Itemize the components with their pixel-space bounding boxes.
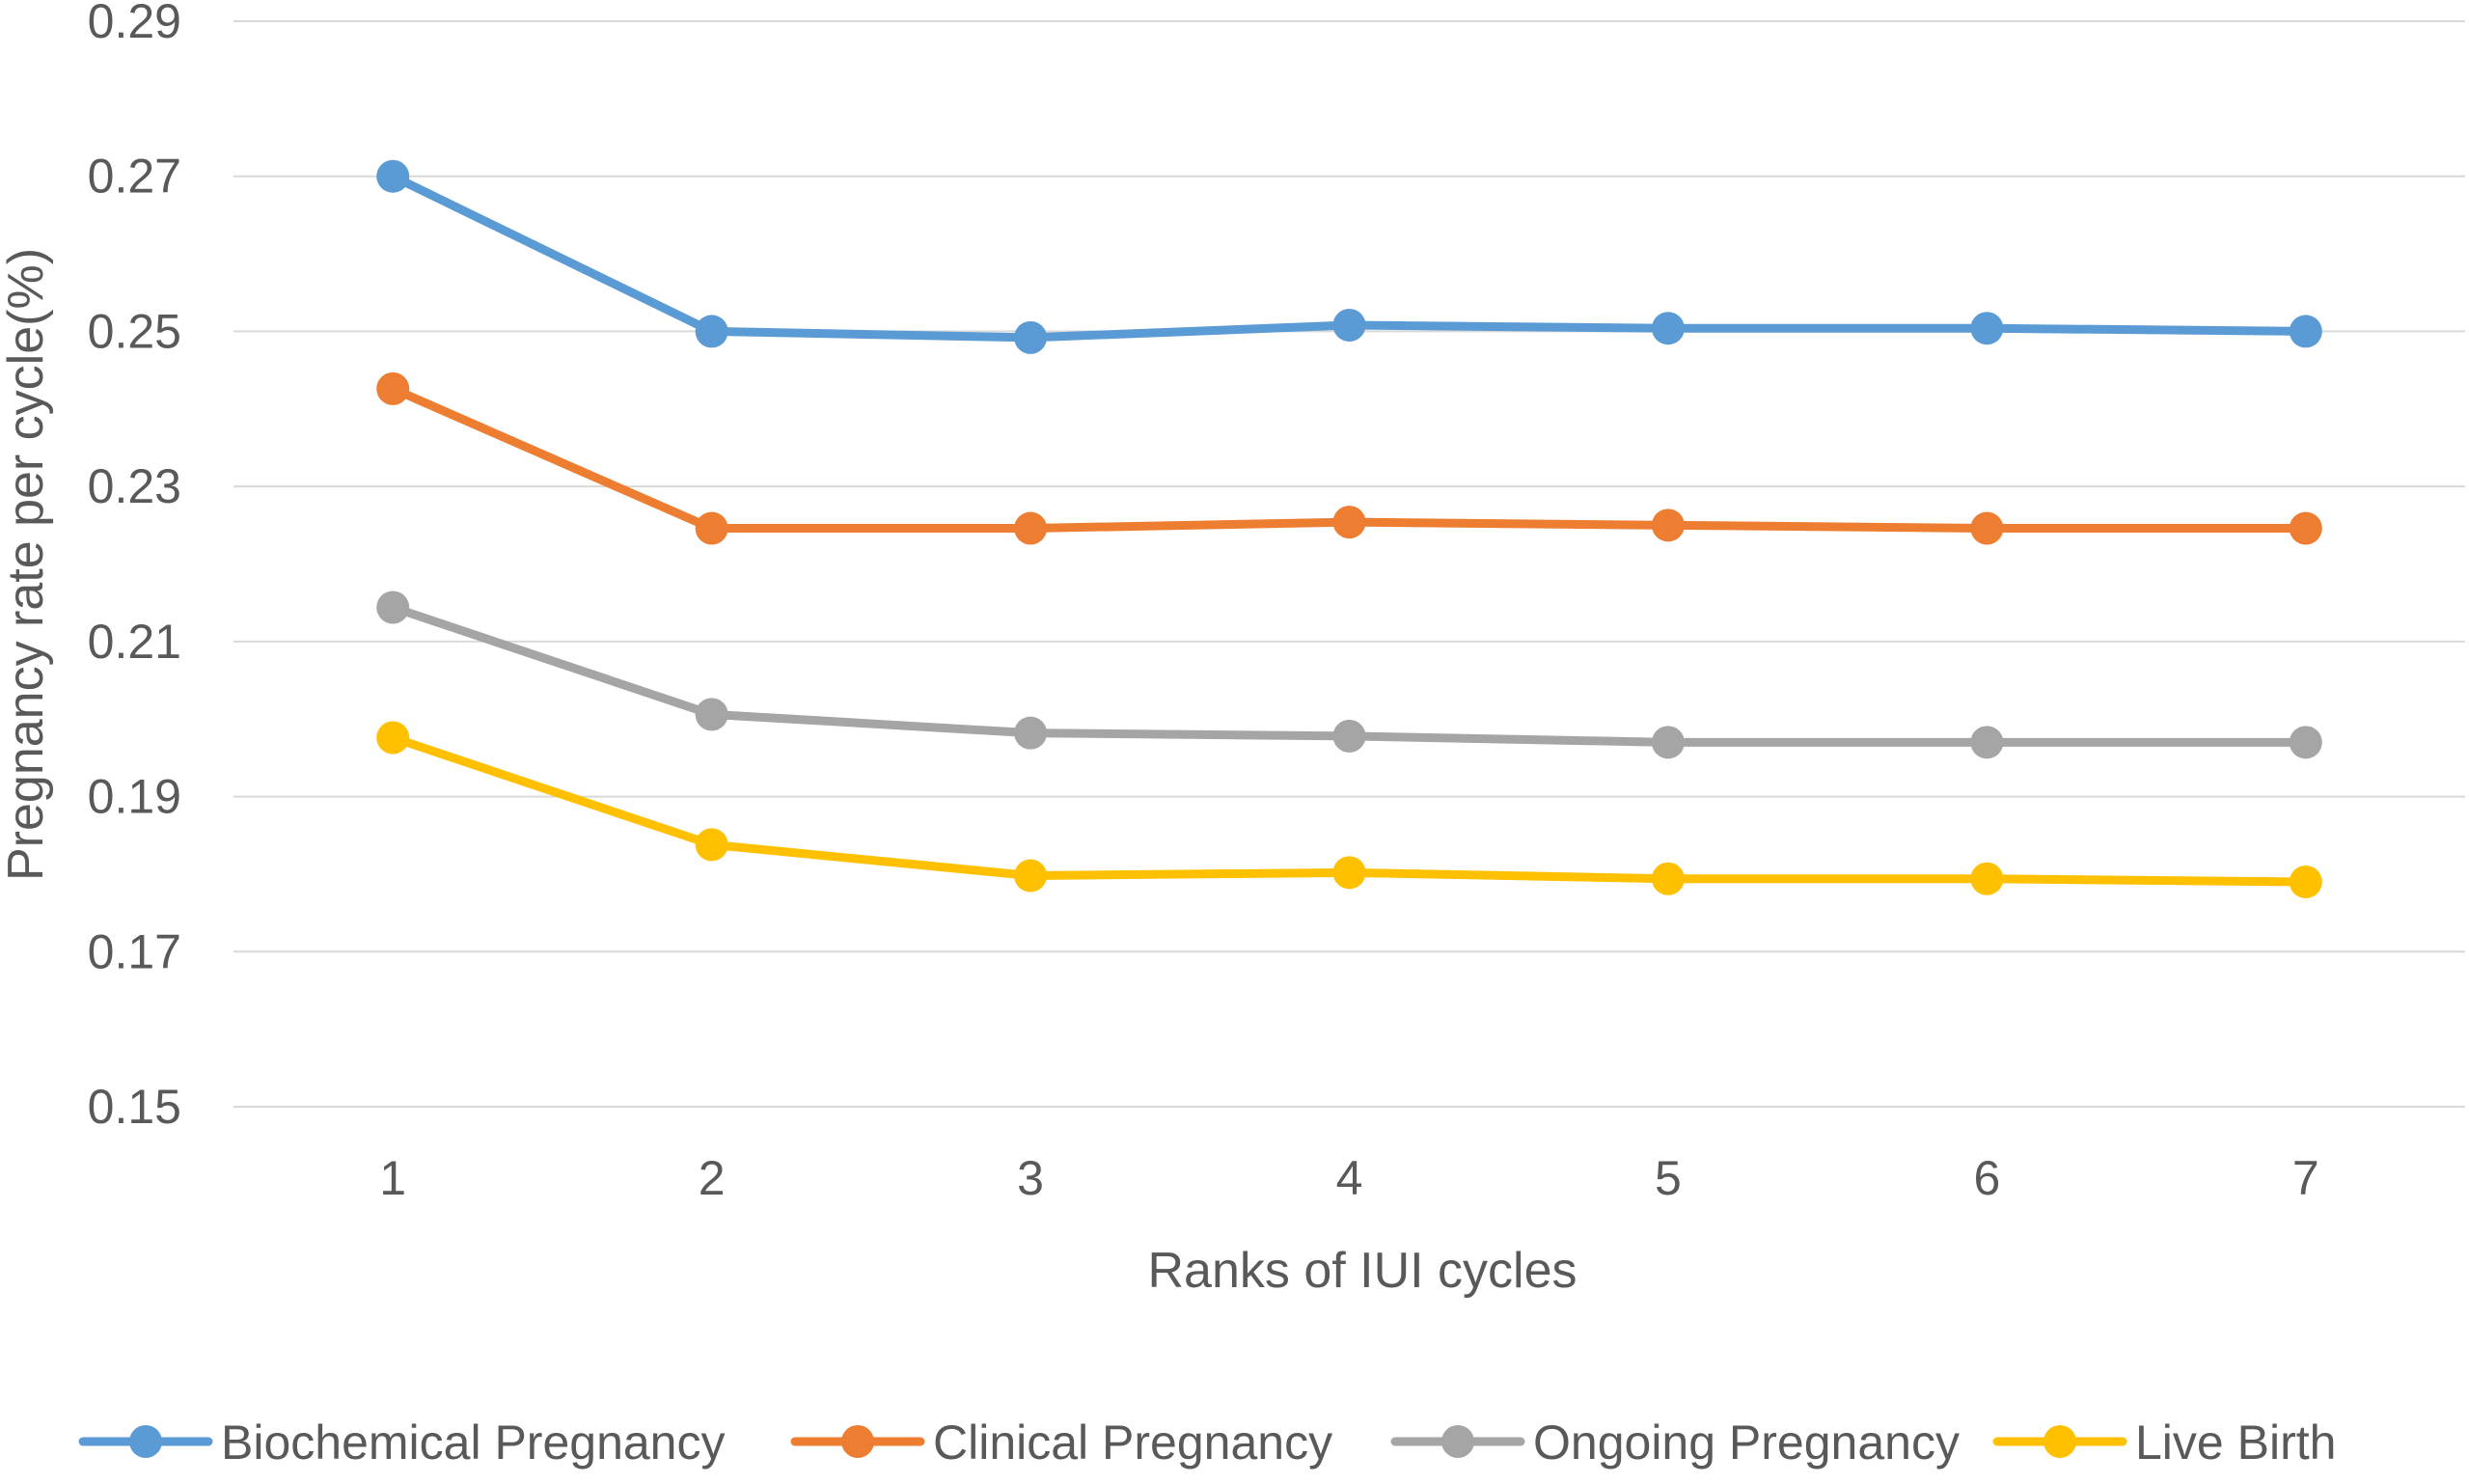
legend-swatch-marker xyxy=(841,1425,874,1458)
series-ongoing-pregnancy xyxy=(376,591,2322,759)
gridlines xyxy=(233,20,2465,1108)
data-point xyxy=(376,371,410,405)
data-point xyxy=(1651,508,1685,542)
legend-item: Live Birth xyxy=(1992,1415,2336,1470)
data-point xyxy=(2289,726,2322,759)
data-point xyxy=(1332,309,1366,342)
data-point xyxy=(1332,719,1366,753)
data-point xyxy=(1970,312,2004,345)
x-axis-ticks: 1 2 3 4 5 6 7 xyxy=(379,1151,2318,1205)
legend-swatch-marker xyxy=(1441,1425,1474,1458)
data-point xyxy=(1014,320,1048,354)
y-tick-label: 0.27 xyxy=(88,150,181,204)
data-point xyxy=(376,591,410,624)
data-point xyxy=(1970,511,2004,545)
legend-label: Clinical Pregnancy xyxy=(933,1415,1332,1470)
data-point xyxy=(1014,716,1048,750)
legend-item: Biochemical Pregnancy xyxy=(78,1415,726,1470)
y-axis-ticks: 0.15 0.17 0.19 0.21 0.23 0.25 0.27 0.29 xyxy=(88,0,181,1134)
x-tick-label: 6 xyxy=(1973,1151,2000,1205)
series-live-birth xyxy=(376,721,2322,898)
y-tick-label: 0.23 xyxy=(88,459,181,513)
legend-label: Biochemical Pregnancy xyxy=(221,1415,726,1470)
data-point xyxy=(1651,862,1685,895)
legend-label: Ongoing Pregnancy xyxy=(1533,1415,1960,1470)
legend-label: Live Birth xyxy=(2135,1415,2336,1470)
y-tick-label: 0.19 xyxy=(88,770,181,824)
legend-item: Ongoing Pregnancy xyxy=(1390,1415,1960,1470)
y-tick-label: 0.17 xyxy=(88,924,181,978)
data-point xyxy=(2289,511,2322,545)
legend-swatch-marker xyxy=(2044,1425,2076,1458)
y-tick-label: 0.21 xyxy=(88,615,181,669)
y-tick-label: 0.15 xyxy=(88,1080,181,1134)
data-point xyxy=(2289,315,2322,348)
y-axis-title: Pregnancy rate per cycle(%) xyxy=(0,248,54,881)
data-point xyxy=(1332,506,1366,539)
data-point xyxy=(1970,726,2004,759)
series-group xyxy=(376,159,2322,898)
data-point xyxy=(1651,312,1685,345)
x-tick-label: 7 xyxy=(2292,1151,2319,1205)
data-point xyxy=(376,159,410,193)
data-point xyxy=(2289,865,2322,898)
data-point xyxy=(1651,726,1685,759)
y-tick-label: 0.29 xyxy=(88,0,181,48)
x-axis-title: Ranks of IUI cycles xyxy=(1147,1243,1577,1299)
x-tick-label: 5 xyxy=(1655,1151,1682,1205)
legend-item: Clinical Pregnancy xyxy=(790,1415,1332,1470)
series-clinical-pregnancy xyxy=(376,371,2322,545)
data-point xyxy=(1014,511,1048,545)
data-point xyxy=(695,828,728,862)
x-tick-label: 4 xyxy=(1336,1151,1363,1205)
data-point xyxy=(1970,862,2004,895)
x-tick-label: 1 xyxy=(379,1151,406,1205)
series-biochemical-pregnancy xyxy=(376,159,2322,354)
data-point xyxy=(695,698,728,731)
x-tick-label: 2 xyxy=(699,1151,726,1205)
data-point xyxy=(695,511,728,545)
legend: Biochemical Pregnancy Clinical Pregnancy O… xyxy=(78,1415,2336,1470)
x-tick-label: 3 xyxy=(1017,1151,1044,1205)
data-point xyxy=(695,315,728,348)
data-point xyxy=(1332,856,1366,890)
y-tick-label: 0.25 xyxy=(88,304,181,358)
legend-swatch-marker xyxy=(129,1425,162,1458)
data-point xyxy=(376,721,410,755)
data-point xyxy=(1014,859,1048,893)
